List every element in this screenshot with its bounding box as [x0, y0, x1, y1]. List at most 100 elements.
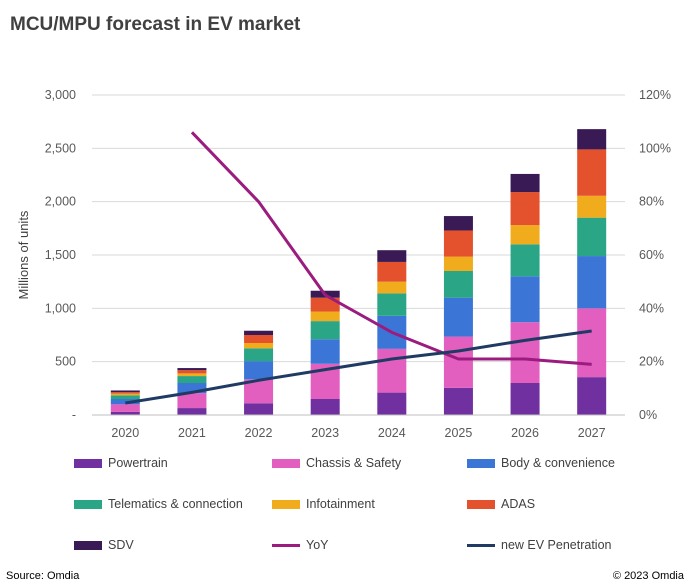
copyright-note: © 2023 Omdia: [612, 570, 684, 582]
legend-label: Infotainment: [306, 497, 375, 511]
bar-telematics-connection: [510, 244, 540, 277]
bar-body-convenience: [244, 361, 274, 380]
bar-chassis-safety: [177, 393, 207, 409]
y-tick-label: 1,500: [45, 248, 76, 262]
x-tick-label: 2027: [578, 426, 606, 440]
bar-infotainment: [110, 393, 140, 396]
legend-label: Telematics & connection: [108, 497, 243, 511]
bar-powertrain: [577, 377, 607, 415]
legend-swatch: [272, 499, 300, 509]
bar-chassis-safety: [377, 348, 407, 393]
bar-adas: [443, 230, 473, 257]
legend-item: Body & convenience: [467, 456, 615, 470]
line-yoy: [190, 131, 592, 366]
bar-body-convenience: [510, 276, 540, 323]
y2-tick-label: 40%: [639, 301, 664, 315]
bar-sdv: [443, 216, 473, 231]
chart-title: MCU/MPU forecast in EV market: [10, 14, 301, 35]
bar-powertrain: [377, 392, 407, 415]
legend-item: new EV Penetration: [467, 538, 612, 552]
legend-item: Infotainment: [272, 497, 375, 511]
bar-body-convenience: [443, 297, 473, 337]
legend-label: SDV: [108, 538, 134, 552]
x-tick-label: 2023: [311, 426, 339, 440]
legend-label: Body & convenience: [501, 456, 615, 470]
y-tick-label: -: [72, 408, 76, 422]
bar-chassis-safety: [577, 308, 607, 378]
legend-swatch: [272, 543, 300, 547]
x-tick-label: 2025: [445, 426, 473, 440]
bar-telematics-connection: [244, 348, 274, 362]
x-tick-label: 2026: [511, 426, 539, 440]
legend-item: Powertrain: [74, 456, 168, 470]
bar-infotainment: [510, 225, 540, 245]
bar-telematics-connection: [310, 321, 340, 340]
bar-infotainment: [310, 311, 340, 322]
bar-sdv: [377, 250, 407, 262]
bar-infotainment: [443, 256, 473, 271]
y-tick-label: 1,000: [45, 301, 76, 315]
source-note: Source: Omdia: [6, 570, 80, 582]
bar-telematics-connection: [110, 395, 140, 399]
bar-sdv: [110, 390, 140, 393]
y-tick-label: 2,500: [45, 141, 76, 155]
y-tick-label: 500: [55, 355, 76, 369]
bar-adas: [577, 149, 607, 196]
bar-infotainment: [377, 281, 407, 294]
bar-telematics-connection: [177, 376, 207, 383]
legend-swatch: [272, 458, 300, 468]
x-tick-label: 2022: [245, 426, 273, 440]
legend-swatch: [467, 499, 495, 509]
y2-tick-label: 20%: [639, 355, 664, 369]
bar-sdv: [510, 173, 540, 193]
bar-adas: [510, 192, 540, 226]
bar-adas: [110, 392, 140, 394]
legend-label: new EV Penetration: [501, 538, 612, 552]
bar-powertrain: [244, 403, 274, 415]
legend-swatch: [74, 499, 102, 509]
legend-swatch: [467, 458, 495, 468]
bar-telematics-connection: [377, 293, 407, 316]
legend-item: SDV: [74, 538, 134, 552]
bar-infotainment: [577, 195, 607, 218]
bar-powertrain: [443, 387, 473, 415]
x-tick-label: 2020: [111, 426, 139, 440]
legend-swatch: [74, 540, 102, 550]
y2-tick-label: 60%: [639, 248, 664, 262]
bar-telematics-connection: [577, 217, 607, 257]
bar-powertrain: [310, 399, 340, 415]
bar-infotainment: [244, 343, 274, 349]
y-tick-label: 3,000: [45, 88, 76, 102]
y2-tick-label: 100%: [639, 141, 671, 155]
bar-body-convenience: [577, 256, 607, 309]
legend-label: Chassis & Safety: [306, 456, 402, 470]
bar-sdv: [577, 129, 607, 150]
chart-area: - 500 1,000 1,500 2,000 2,500 3,000 0% 20% 40% 60%…: [16, 88, 671, 440]
bar-chassis-safety: [443, 336, 473, 388]
legend-label: ADAS: [501, 497, 536, 511]
legend-item: ADAS: [467, 497, 535, 511]
y2-tick-label: 80%: [639, 195, 664, 209]
bar-sdv: [244, 330, 274, 335]
bar-chassis-safety: [510, 322, 540, 383]
y-axis-label: Millions of units: [16, 210, 31, 299]
legend-item: Telematics & connection: [74, 497, 243, 511]
legend-item: YoY: [272, 538, 328, 552]
bar-adas: [377, 261, 407, 282]
y-tick-label: 2,000: [45, 195, 76, 209]
legend-label: Powertrain: [108, 456, 168, 470]
legend-item: Chassis & Safety: [272, 456, 401, 470]
bar-powertrain: [110, 411, 140, 415]
bar-powertrain: [177, 408, 207, 415]
x-tick-label: 2021: [178, 426, 206, 440]
bar-powertrain: [510, 383, 540, 415]
bar-infotainment: [177, 373, 207, 377]
bar-adas: [177, 370, 207, 374]
line-new-ev-penetration: [125, 329, 592, 405]
bar-sdv: [177, 368, 207, 371]
x-tick-label: 2024: [378, 426, 406, 440]
bar-chassis-safety: [110, 404, 140, 412]
legend-swatch: [467, 543, 495, 547]
y2-tick-label: 0%: [639, 408, 657, 422]
bar-body-convenience: [177, 383, 207, 394]
